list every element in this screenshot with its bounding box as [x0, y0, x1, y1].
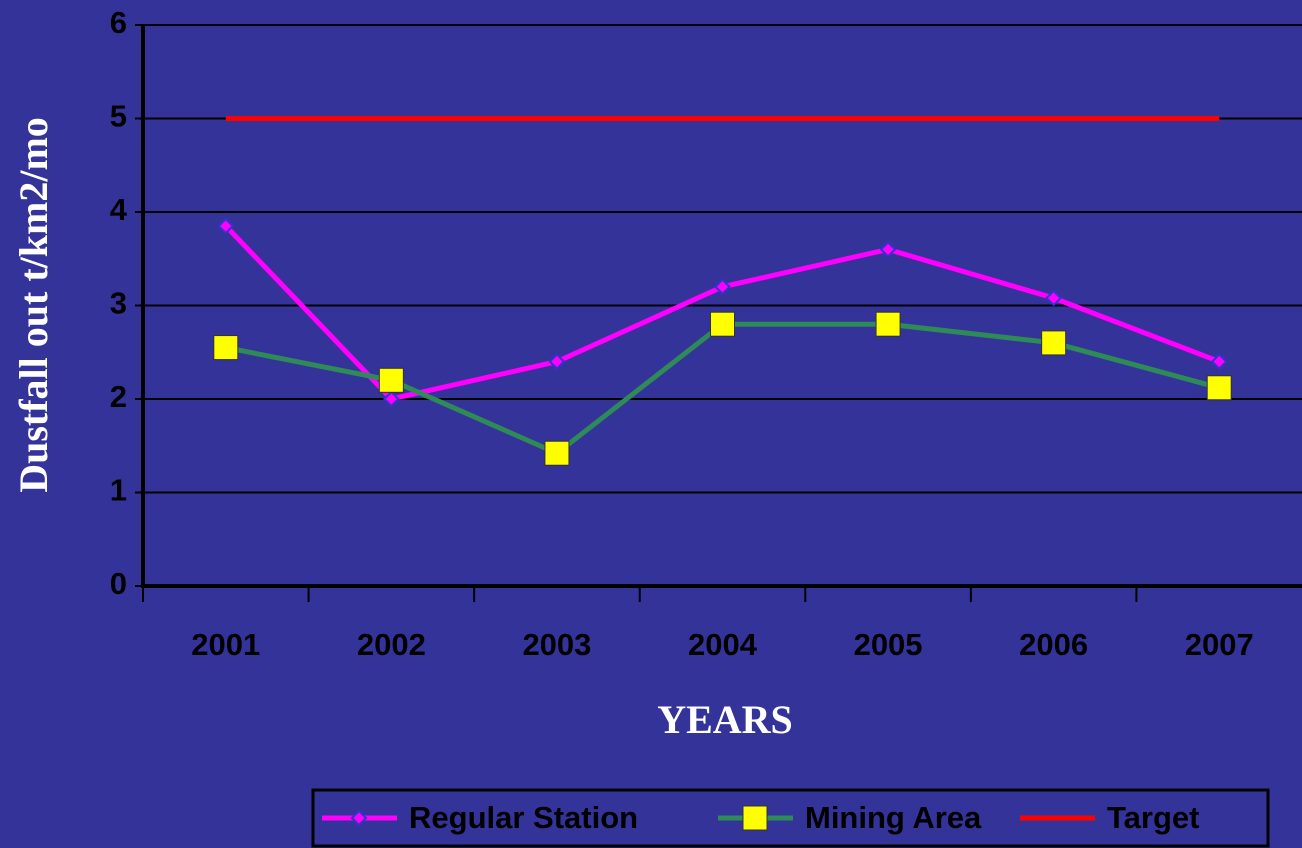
legend-box: [311, 788, 1270, 848]
x-tick-label: 2002: [357, 627, 426, 662]
y-tick-label: 6: [110, 5, 127, 40]
marker: [875, 311, 901, 337]
legend-label: Regular Station: [409, 800, 638, 835]
y-tick-label: 2: [110, 379, 127, 414]
marker: [879, 240, 897, 258]
marker: [1041, 330, 1067, 356]
y-tick-label: 1: [110, 473, 127, 508]
legend-label: Target: [1107, 800, 1199, 835]
x-tick-label: 2007: [1185, 627, 1254, 662]
legend-label: Mining Area: [805, 800, 982, 835]
marker: [350, 809, 368, 827]
x-tick-label: 2006: [1019, 627, 1088, 662]
x-tick-label: 2005: [854, 627, 923, 662]
marker: [1206, 375, 1232, 401]
y-tick-label: 5: [110, 99, 127, 134]
y-tick-label: 3: [110, 286, 127, 321]
marker: [714, 278, 731, 296]
marker: [710, 311, 735, 337]
x-tick-label: 2004: [688, 627, 758, 662]
x-axis-label: YEARS: [657, 697, 793, 742]
marker: [213, 335, 239, 361]
y-tick-label: 4: [110, 192, 128, 227]
y-axis-label: Dustfall out t/km2/mo: [11, 117, 56, 493]
marker: [217, 217, 235, 235]
y-tick-label: 0: [110, 566, 127, 601]
x-tick-label: 2003: [522, 627, 591, 662]
marker: [378, 367, 404, 393]
x-tick-label: 2001: [191, 627, 260, 662]
marker: [1045, 289, 1063, 307]
marker: [548, 353, 566, 371]
marker: [742, 805, 768, 831]
marker: [382, 390, 400, 408]
marker: [1210, 353, 1228, 371]
marker: [544, 440, 570, 466]
